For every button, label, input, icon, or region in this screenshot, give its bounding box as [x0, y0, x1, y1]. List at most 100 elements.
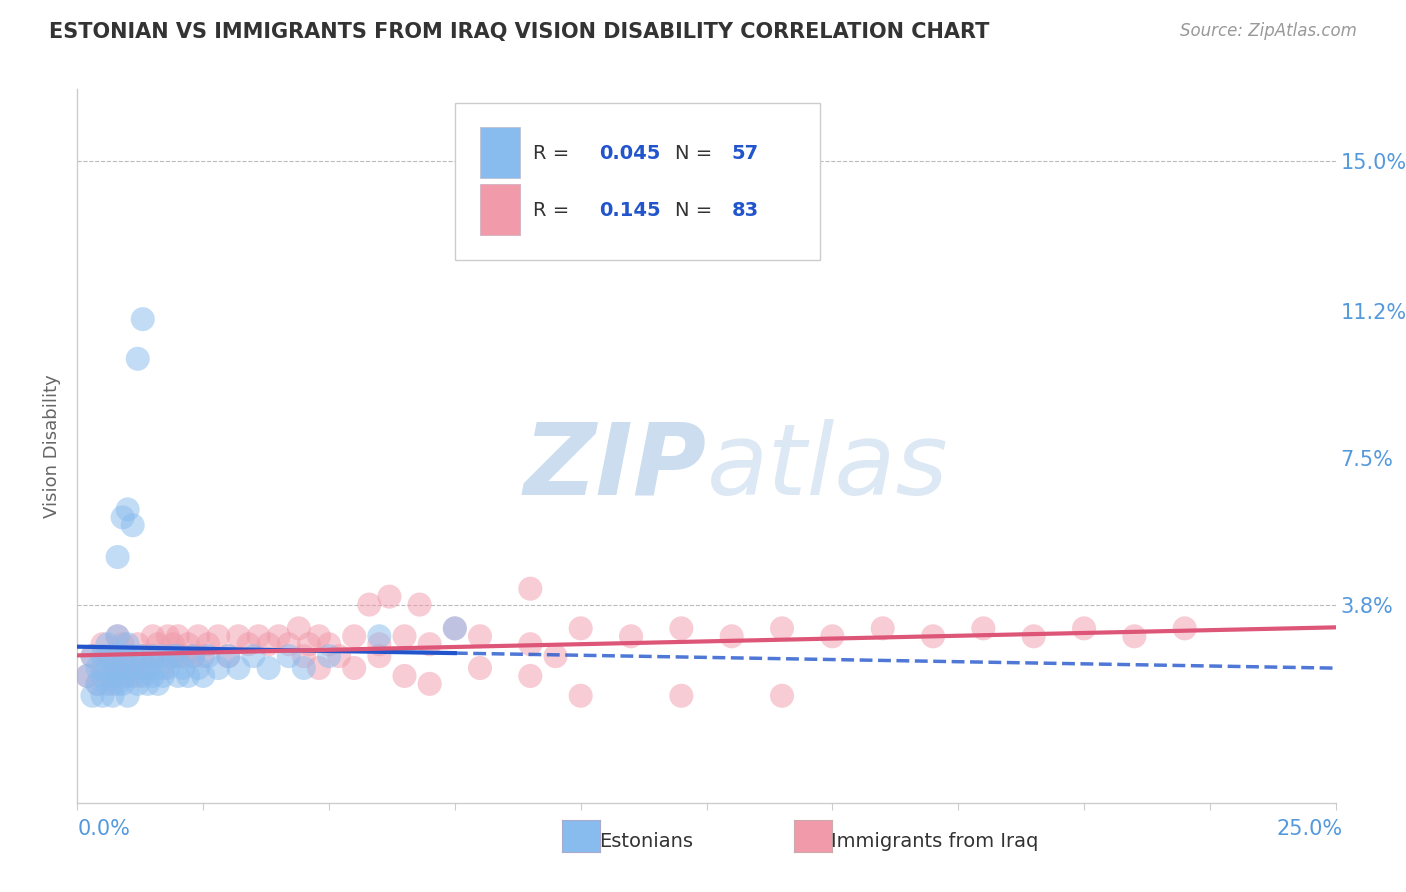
Point [152, 649, 174, 664]
Text: 0.145: 0.145 [599, 201, 661, 220]
Point [142, 649, 165, 664]
Point [671, 689, 693, 703]
Point [117, 661, 139, 675]
Point [1073, 621, 1095, 635]
Point [107, 661, 129, 675]
Point [444, 621, 467, 635]
Point [197, 637, 219, 651]
Point [146, 677, 169, 691]
Text: 0.0%: 0.0% [77, 819, 131, 838]
Point [101, 669, 124, 683]
Point [91, 689, 114, 703]
Point [181, 649, 204, 664]
Point [1123, 629, 1146, 643]
Point [96, 669, 118, 683]
Point [1174, 621, 1197, 635]
Point [111, 510, 134, 524]
Text: N =: N = [675, 144, 718, 163]
Point [107, 629, 129, 643]
Point [343, 629, 366, 643]
Point [127, 677, 149, 691]
Point [267, 629, 290, 643]
Point [107, 629, 129, 643]
Point [519, 669, 541, 683]
Point [394, 669, 416, 683]
Point [156, 649, 179, 664]
Point [207, 629, 229, 643]
Point [127, 637, 149, 651]
Point [167, 649, 190, 664]
Point [519, 637, 541, 651]
Point [468, 629, 491, 643]
Point [76, 669, 98, 683]
Point [419, 677, 441, 691]
Point [132, 312, 155, 326]
Bar [479, 184, 520, 235]
Point [156, 661, 179, 675]
Point [172, 661, 194, 675]
Point [107, 669, 129, 683]
Text: Immigrants from Iraq: Immigrants from Iraq [831, 831, 1038, 851]
Point [167, 629, 190, 643]
Point [368, 629, 391, 643]
Point [318, 649, 340, 664]
Point [217, 649, 239, 664]
Point [101, 649, 124, 664]
Point [111, 637, 134, 651]
Point [308, 661, 330, 675]
Y-axis label: Vision Disability: Vision Disability [42, 374, 60, 518]
Point [117, 649, 139, 664]
Point [167, 669, 190, 683]
Point [111, 677, 134, 691]
Text: ESTONIAN VS IMMIGRANTS FROM IRAQ VISION DISABILITY CORRELATION CHART: ESTONIAN VS IMMIGRANTS FROM IRAQ VISION … [49, 22, 990, 42]
Point [156, 629, 179, 643]
Point [121, 649, 143, 664]
Point [569, 689, 592, 703]
Point [872, 621, 894, 635]
Text: 0.045: 0.045 [599, 144, 661, 163]
Point [620, 629, 643, 643]
Point [117, 637, 139, 651]
Point [101, 677, 124, 691]
Point [117, 502, 139, 516]
Point [91, 637, 114, 651]
Point [146, 637, 169, 651]
Point [86, 677, 108, 691]
Point [96, 677, 118, 691]
Point [408, 598, 430, 612]
Point [177, 669, 200, 683]
Point [96, 649, 118, 664]
Text: R =: R = [533, 144, 575, 163]
Point [419, 637, 441, 651]
Point [378, 590, 401, 604]
Point [111, 661, 134, 675]
Point [187, 661, 209, 675]
Point [972, 621, 994, 635]
Point [770, 621, 793, 635]
Point [359, 598, 381, 612]
Point [152, 669, 174, 683]
Point [86, 677, 108, 691]
Point [1022, 629, 1045, 643]
Point [76, 669, 98, 683]
Point [86, 661, 108, 675]
Text: ZIP: ZIP [523, 419, 707, 516]
Point [821, 629, 844, 643]
Point [136, 661, 159, 675]
Point [292, 661, 315, 675]
Point [121, 518, 143, 533]
Point [207, 661, 229, 675]
Point [197, 649, 219, 664]
Point [142, 649, 165, 664]
Point [136, 677, 159, 691]
Point [96, 661, 118, 675]
Point [96, 637, 118, 651]
Point [167, 649, 190, 664]
Point [468, 661, 491, 675]
Point [277, 649, 299, 664]
Point [177, 637, 200, 651]
Point [91, 669, 114, 683]
Point [544, 649, 567, 664]
Point [368, 649, 391, 664]
Point [132, 649, 155, 664]
